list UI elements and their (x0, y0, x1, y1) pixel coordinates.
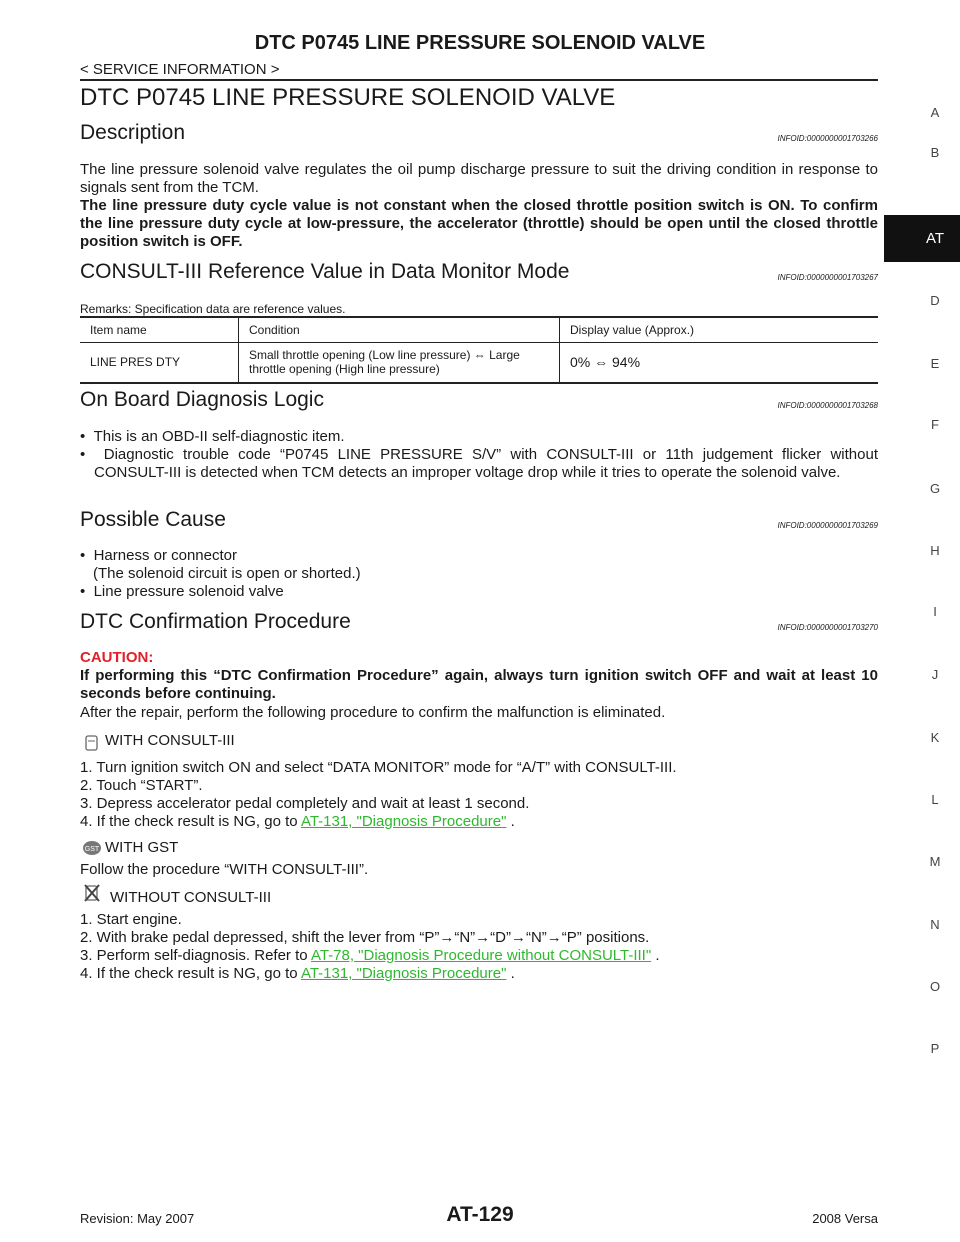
th: Item name (80, 317, 239, 342)
step-list: 1. Turn ignition switch ON and select “D… (80, 759, 878, 831)
td: LINE PRES DTY (80, 342, 239, 383)
section-heading: DTC Confirmation Procedure (80, 610, 351, 633)
step: 1. Turn ignition switch ON and select “D… (80, 759, 677, 776)
header-rule (80, 79, 878, 81)
page-header-title: DTC P0745 LINE PRESSURE SOLENOID VALVE (254, 32, 706, 54)
bullet-text: Harness or connector (93, 547, 237, 564)
bullet-text: This is an OBD-II self-diagnostic item. (93, 428, 345, 445)
footer-model: 2008 Versa (812, 1211, 878, 1226)
table-header: Item name Condition Display value (Appro… (80, 317, 878, 342)
step-list: 1. Start engine. 2. With brake pedal dep… (80, 911, 878, 983)
side-index-letter: N (930, 917, 940, 932)
bullet: • This is an OBD-II self-diagnostic item… (80, 428, 345, 445)
step-text: 4. If the check result is NG, go to (80, 965, 301, 982)
breadcrumb: < SERVICE INFORMATION > (80, 61, 280, 78)
infoid: INFOID:0000000001703270 (777, 623, 878, 632)
link[interactable]: AT-131, "Diagnosis Procedure" (300, 813, 507, 830)
step: 2. Touch “START”. (80, 777, 203, 794)
section-heading: Possible Cause (80, 508, 226, 531)
bullet-sub: (The solenoid circuit is open or shorted… (93, 565, 361, 582)
caution-text: If performing this “DTC Confirmation Pro… (80, 667, 878, 702)
side-index-letter: I (933, 604, 937, 619)
infoid: INFOID:0000000001703268 (777, 401, 878, 410)
page-number: AT-129 (446, 1203, 514, 1226)
main-title: DTC P0745 LINE PRESSURE SOLENOID VALVE (80, 84, 616, 111)
side-tab-active (884, 215, 960, 262)
infoid: INFOID:0000000001703266 (777, 134, 878, 143)
link[interactable]: AT-131, "Diagnosis Procedure" (300, 965, 507, 982)
section-heading: CONSULT-III Reference Value in Data Moni… (80, 260, 570, 283)
bullet: • Diagnostic trouble code “P0745 LINE PR… (80, 446, 878, 481)
side-index-letter: D (930, 293, 940, 308)
side-index-letter: K (930, 730, 940, 745)
caution-label: CAUTION: (80, 649, 154, 666)
step-text: 4. If the check result is NG, go to (80, 813, 301, 830)
link[interactable]: AT-78, "Diagnosis Procedure without CONS… (310, 947, 652, 964)
step-text: . (506, 965, 515, 982)
td: 0% ⇔ 94% (570, 354, 641, 371)
bullet: • Harness or connector (80, 547, 237, 564)
th: Condition (238, 317, 560, 342)
step: 4. If the check result is NG, go to AT-1… (80, 813, 878, 831)
svg-text:GST: GST (85, 846, 100, 853)
subheading: WITH GST (105, 839, 179, 856)
side-index-letter: A (930, 105, 940, 120)
step: 1. Start engine. (80, 911, 182, 928)
side-index-letter: H (930, 543, 940, 558)
side-index-letter: B (930, 145, 940, 160)
footer-revision: Revision: May 2007 (80, 1211, 195, 1226)
side-index-letter: F (931, 417, 939, 432)
consult-icon (85, 735, 98, 751)
side-index-letter: E (930, 356, 940, 371)
bullet: • Line pressure solenoid valve (80, 583, 284, 600)
section-heading: On Board Diagnosis Logic (80, 388, 324, 411)
bullet-list: • This is an OBD-II self-diagnostic item… (80, 428, 878, 482)
side-index-letter: AT (925, 230, 945, 247)
section-heading: Description (80, 121, 186, 144)
without-icon (84, 884, 100, 902)
paragraph: Follow the procedure “WITH CONSULT-III”. (80, 861, 369, 878)
bullet-text: Line pressure solenoid valve (93, 583, 284, 600)
gst-icon: GST (83, 841, 101, 855)
subheading: WITH CONSULT-III (105, 732, 235, 749)
bullet-list: • Harness or connector (The solenoid cir… (80, 547, 878, 601)
step: 3. Depress accelerator pedal completely … (80, 795, 530, 812)
paragraph: After the repair, perform the following … (80, 704, 666, 721)
step-text: . (651, 947, 660, 964)
step: 3. Perform self-diagnosis. Refer to AT-7… (80, 947, 878, 965)
th: Display value (Approx.) (570, 322, 695, 337)
step: 2. With brake pedal depressed, shift the… (80, 929, 650, 946)
paragraph: The line pressure solenoid valve regulat… (80, 161, 878, 196)
side-index-letter: P (930, 1041, 940, 1056)
side-index-letter: J (931, 667, 939, 682)
side-index-letter: L (931, 792, 939, 807)
remarks: Remarks: Specification data are referenc… (80, 302, 346, 316)
step-text: 3. Perform self-diagnosis. Refer to (80, 947, 311, 964)
bullet-text: Diagnostic trouble code “P0745 LINE PRES… (94, 446, 878, 481)
infoid: INFOID:0000000001703267 (777, 273, 878, 282)
paragraph-bold: The line pressure duty cycle value is no… (80, 197, 878, 250)
infoid: INFOID:0000000001703269 (777, 521, 878, 530)
side-index-letter: M (929, 854, 941, 869)
subheading: WITHOUT CONSULT-III (110, 889, 272, 906)
spec-table: Item name Condition Display value (Appro… (80, 316, 878, 384)
side-index-letter: G (929, 481, 941, 496)
step: 4. If the check result is NG, go to AT-1… (80, 965, 878, 983)
table-row: LINE PRES DTY Small throttle opening (Lo… (80, 342, 878, 383)
step-text: . (506, 813, 515, 830)
td: Small throttle opening (Low line pressur… (238, 342, 560, 383)
side-index-letter: O (929, 979, 941, 994)
